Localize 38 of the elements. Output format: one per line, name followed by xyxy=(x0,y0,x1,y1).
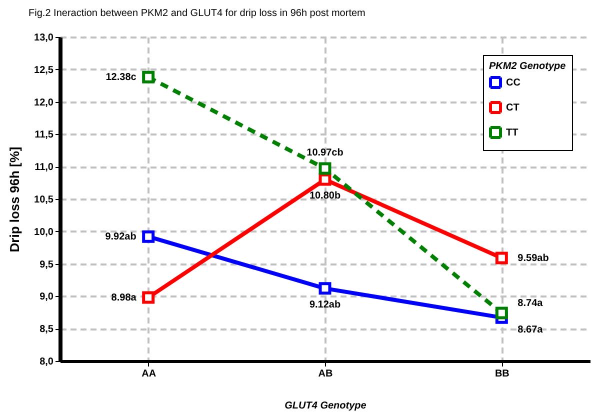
point xyxy=(495,306,508,320)
data-label: 12.38c xyxy=(106,72,137,84)
point xyxy=(318,162,332,175)
legend-label: CT xyxy=(506,102,520,114)
x-axis-title: GLUT4 Genotype xyxy=(284,400,367,412)
data-label: 8.74a xyxy=(518,298,544,310)
data-label: 9.12ab xyxy=(309,299,341,310)
data-label: 8.98a xyxy=(111,292,137,304)
y-tick-label: 13,0 xyxy=(34,32,54,44)
x-tick-label: AB xyxy=(318,368,333,380)
legend-title: PKM2 Genotype xyxy=(489,61,566,72)
x-tick-label: AA xyxy=(142,368,156,380)
data-label: 8.67a xyxy=(518,324,544,336)
y-tick-label: 9,0 xyxy=(40,292,54,303)
point xyxy=(142,291,155,304)
legend-label: TT xyxy=(506,128,518,138)
point xyxy=(495,252,508,264)
data-label: 10.97cb xyxy=(306,148,344,159)
data-label: 9.92ab xyxy=(105,232,136,243)
data-label: 9.59ab xyxy=(518,252,549,264)
chart-title: Fig.2 Ineraction between PKM2 and GLUT4 for drip loss in 96h post mortem xyxy=(28,8,366,19)
x-tick-label: BB xyxy=(494,368,510,380)
point xyxy=(142,70,155,84)
y-tick-label: 11,5 xyxy=(34,130,54,141)
y-tick-label: 12,0 xyxy=(34,97,54,108)
y-axis-title: Drip loss 96h [%] xyxy=(7,146,22,252)
y-tick-label: 8,0 xyxy=(40,356,54,368)
point xyxy=(142,230,155,243)
point xyxy=(318,282,332,295)
y-tick-label: 9,5 xyxy=(40,259,54,270)
legend-label: CC xyxy=(506,78,520,88)
y-tick-label: 10,0 xyxy=(34,226,54,238)
y-tick-label: 11,0 xyxy=(34,162,54,174)
y-tick-label: 10,5 xyxy=(34,194,54,206)
data-label: 10.80b xyxy=(309,190,341,202)
y-tick-label: 8,5 xyxy=(40,324,54,336)
point xyxy=(318,173,332,186)
y-tick-label: 12,5 xyxy=(34,64,54,76)
